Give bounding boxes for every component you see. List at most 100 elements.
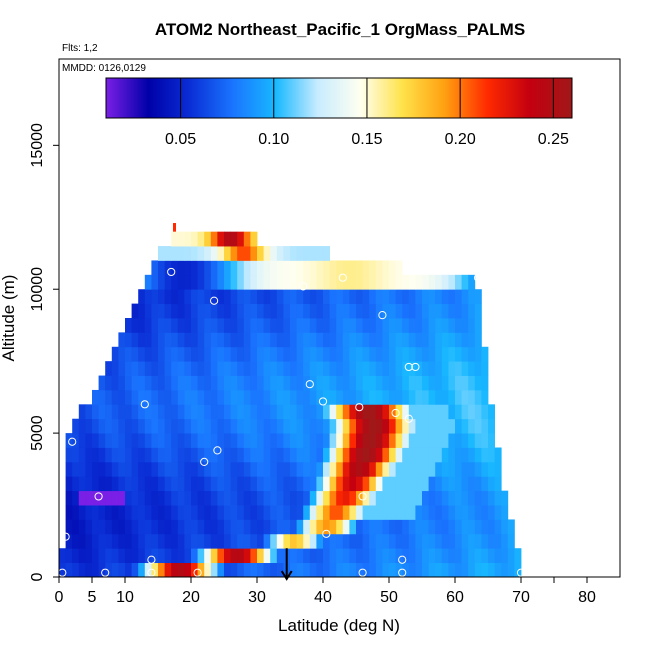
heatmap-cell — [270, 260, 278, 276]
heatmap-cell — [375, 461, 383, 477]
heatmap-cell — [191, 490, 198, 506]
heatmap-cell — [171, 519, 179, 535]
heatmap-cell — [237, 533, 245, 549]
heatmap-cell — [164, 361, 172, 376]
heatmap-cell — [72, 461, 80, 477]
heatmap-cell — [263, 332, 271, 348]
heatmap-cell — [329, 476, 337, 492]
heatmap-cell — [329, 375, 337, 391]
heatmap-cell — [171, 433, 179, 448]
heatmap-cell — [111, 533, 119, 549]
heatmap-cell — [474, 519, 482, 535]
heatmap-cell — [283, 289, 291, 305]
heatmap-cell — [336, 533, 344, 549]
heatmap-cell — [395, 346, 403, 362]
heatmap-cell — [158, 519, 165, 535]
heatmap-cell — [389, 562, 396, 577]
heatmap-cell — [428, 289, 436, 305]
heatmap-cell — [290, 289, 297, 305]
heatmap-cell — [448, 490, 456, 506]
heatmap-cell — [408, 274, 416, 290]
heatmap-cell — [501, 562, 509, 577]
heatmap-cell — [191, 246, 198, 261]
heatmap-cell — [257, 274, 264, 290]
heatmap-cell — [164, 476, 172, 492]
heatmap-cell — [441, 562, 449, 577]
heatmap-cell — [184, 303, 192, 319]
heatmap-cell — [290, 519, 297, 535]
heatmap-cell — [177, 519, 185, 535]
heatmap-cell — [204, 361, 212, 376]
heatmap-cell — [217, 461, 225, 477]
heatmap-cell — [296, 375, 304, 391]
heatmap-cell — [349, 289, 357, 305]
heatmap-cell — [369, 461, 377, 477]
heatmap-cell — [217, 289, 225, 305]
heatmap-cell — [105, 375, 113, 391]
heatmap-cell — [342, 375, 350, 391]
heatmap-cell — [85, 476, 93, 492]
heatmap-cell — [494, 447, 502, 463]
heatmap-cell — [210, 346, 218, 362]
heatmap-cell — [336, 548, 344, 564]
heatmap-cell — [395, 361, 403, 376]
heatmap-cell — [230, 562, 238, 577]
heatmap-cell — [369, 303, 377, 319]
heatmap-cell — [428, 375, 436, 391]
heatmap-cell — [144, 361, 152, 376]
x-tick-label: 60 — [446, 589, 464, 606]
heatmap-cell — [461, 375, 469, 391]
heatmap-cell — [78, 505, 86, 520]
heatmap-cell — [257, 433, 264, 448]
heatmap-cell — [125, 332, 132, 348]
heatmap-cell — [164, 461, 172, 477]
heatmap-cell — [356, 476, 363, 492]
heatmap-cell — [362, 361, 370, 376]
heatmap-cell — [191, 361, 198, 376]
heatmap-cell — [111, 389, 119, 405]
heatmap-cell — [164, 433, 172, 448]
heatmap-cell — [342, 519, 350, 535]
heatmap-cell — [105, 404, 113, 420]
heatmap-cell — [408, 533, 416, 549]
heatmap-cell — [362, 505, 370, 520]
heatmap-cell — [250, 346, 258, 362]
heatmap-cell — [217, 332, 225, 348]
heatmap-cell — [151, 433, 159, 448]
heatmap-cell — [382, 289, 390, 305]
heatmap-cell — [144, 404, 152, 420]
heatmap-cell — [65, 562, 73, 577]
heatmap-cell — [85, 447, 93, 463]
heatmap-cell — [144, 318, 152, 333]
heatmap-cell — [197, 447, 205, 463]
heatmap-cell — [448, 533, 456, 549]
heatmap-cell — [243, 404, 251, 420]
heatmap-cell — [151, 260, 159, 276]
x-tick-label: 10 — [116, 589, 134, 606]
heatmap-cell — [494, 519, 502, 535]
heatmap-cell — [177, 433, 185, 448]
heatmap-cell — [336, 476, 344, 492]
heatmap-cell — [276, 505, 284, 520]
heatmap-cell — [481, 404, 489, 420]
heatmap-cell — [382, 375, 390, 391]
heatmap-cell — [329, 361, 337, 376]
heatmap-cell — [171, 289, 179, 305]
heatmap-cell — [217, 505, 225, 520]
heatmap-cell — [151, 361, 159, 376]
heatmap-cell — [237, 404, 245, 420]
heatmap-cell — [276, 447, 284, 463]
heatmap-cell — [210, 361, 218, 376]
heatmap-cell — [171, 548, 179, 564]
heatmap-cell — [395, 461, 403, 477]
heatmap-cell — [164, 505, 172, 520]
heatmap-cell — [270, 490, 278, 506]
heatmap-cell — [283, 461, 291, 477]
heatmap-cell — [448, 346, 456, 362]
heatmap-cell — [177, 318, 185, 333]
heatmap-cell — [369, 318, 377, 333]
heatmap-cell — [461, 289, 469, 305]
heatmap-cell — [488, 418, 495, 434]
heatmap-cell — [468, 289, 476, 305]
heatmap-cell — [177, 404, 185, 420]
